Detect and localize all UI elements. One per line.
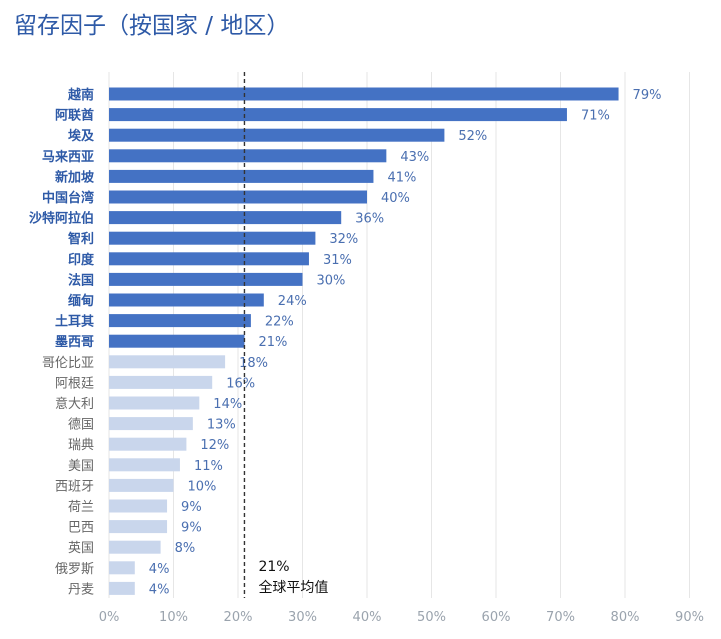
- value-label: 9%: [181, 500, 202, 515]
- value-label: 32%: [329, 232, 358, 247]
- category-label: 智利: [68, 231, 94, 247]
- reference-value-label: 21%: [258, 559, 289, 575]
- bar: [109, 128, 445, 142]
- x-axis-tick-labels: 0% 10% 20% 30% 40% 50% 60% 70% 80% 90%: [99, 610, 704, 625]
- category-label: 丹麦: [68, 582, 94, 597]
- bar: [109, 458, 180, 472]
- category-label: 德国: [68, 418, 94, 433]
- x-tick-label: 60%: [482, 610, 511, 625]
- bar: [109, 231, 316, 245]
- bar: [109, 417, 193, 431]
- value-label: 16%: [226, 376, 255, 391]
- value-label: 52%: [458, 129, 487, 144]
- value-label: 43%: [400, 150, 429, 165]
- bar: [109, 581, 135, 595]
- category-label: 美国: [68, 459, 94, 474]
- category-label: 土耳其: [55, 314, 94, 330]
- category-label: 瑞典: [68, 438, 94, 453]
- reference-text-label: 全球平均值: [258, 579, 328, 596]
- value-label: 9%: [181, 521, 202, 536]
- bar: [109, 355, 226, 369]
- category-label: 阿联酋: [55, 108, 94, 124]
- bar: [109, 561, 135, 575]
- category-label: 俄罗斯: [55, 562, 94, 577]
- value-label: 13%: [207, 418, 236, 433]
- value-label: 79%: [633, 88, 662, 103]
- category-label: 法国: [68, 272, 94, 288]
- category-label: 沙特阿拉伯: [29, 211, 94, 227]
- reference-line-group: 21% 全球平均值: [243, 72, 328, 598]
- category-label: 西班牙: [55, 479, 94, 494]
- bar: [109, 169, 374, 183]
- bar: [109, 375, 213, 389]
- bar: [109, 87, 619, 101]
- category-labels: 越南阿联酋埃及马来西亚新加坡中国台湾沙特阿拉伯智利印度法国缅甸土耳其墨西哥哥伦比…: [29, 87, 95, 597]
- category-label: 新加坡: [55, 169, 95, 185]
- category-label: 意大利: [55, 396, 94, 412]
- bar: [109, 211, 342, 225]
- bar: [109, 334, 245, 348]
- bar: [109, 108, 567, 122]
- x-tick-label: 70%: [546, 610, 575, 625]
- x-tick-label: 20%: [224, 610, 253, 625]
- category-label: 马来西亚: [42, 149, 94, 165]
- value-label: 24%: [278, 294, 307, 309]
- bar: [109, 499, 168, 513]
- x-tick-label: 30%: [288, 610, 317, 625]
- x-tick-label: 80%: [611, 610, 640, 625]
- category-label: 荷兰: [68, 500, 94, 515]
- category-label: 巴西: [68, 521, 94, 536]
- category-label: 越南: [67, 87, 94, 103]
- x-tick-label: 10%: [159, 610, 188, 625]
- bar: [109, 149, 387, 163]
- value-labels: 79% 71% 52% 43% 41% 40% 36% 32% 31% 30% 24% 22% 21% 1…: [149, 88, 662, 597]
- bar: [109, 478, 174, 492]
- value-label: 41%: [387, 170, 416, 185]
- value-label: 71%: [581, 109, 610, 124]
- bar: [109, 396, 200, 410]
- value-label: 10%: [188, 479, 217, 494]
- category-label: 阿根廷: [55, 376, 94, 391]
- category-label: 中国台湾: [42, 190, 94, 206]
- x-tick-label: 0%: [99, 610, 120, 625]
- category-label: 埃及: [68, 128, 95, 144]
- bar: [109, 190, 367, 204]
- category-label: 墨西哥: [55, 334, 94, 350]
- bars: [109, 87, 619, 595]
- category-label: 哥伦比亚: [42, 356, 94, 371]
- category-label: 印度: [68, 252, 95, 268]
- chart-title: 留存因子（按国家 / 地区）: [14, 13, 290, 39]
- value-label: 36%: [355, 212, 384, 227]
- value-label: 11%: [194, 459, 223, 474]
- value-label: 40%: [381, 191, 410, 206]
- value-label: 4%: [149, 582, 170, 597]
- bar: [109, 314, 251, 328]
- value-label: 30%: [317, 273, 346, 288]
- value-label: 31%: [323, 253, 352, 268]
- value-label: 22%: [265, 315, 294, 330]
- category-label: 英国: [68, 541, 94, 556]
- value-label: 8%: [175, 541, 196, 556]
- value-label: 14%: [213, 397, 242, 412]
- bar: [109, 520, 168, 534]
- bar: [109, 272, 303, 286]
- bar: [109, 252, 309, 266]
- value-label: 21%: [258, 335, 287, 350]
- value-label: 4%: [149, 562, 170, 577]
- bar: [109, 540, 161, 554]
- x-tick-label: 40%: [353, 610, 382, 625]
- value-label: 18%: [239, 356, 268, 371]
- category-label: 缅甸: [68, 293, 94, 309]
- bar: [109, 293, 264, 307]
- value-label: 12%: [200, 438, 229, 453]
- x-tick-label: 50%: [417, 610, 446, 625]
- x-tick-label: 90%: [675, 610, 704, 625]
- bar: [109, 437, 187, 451]
